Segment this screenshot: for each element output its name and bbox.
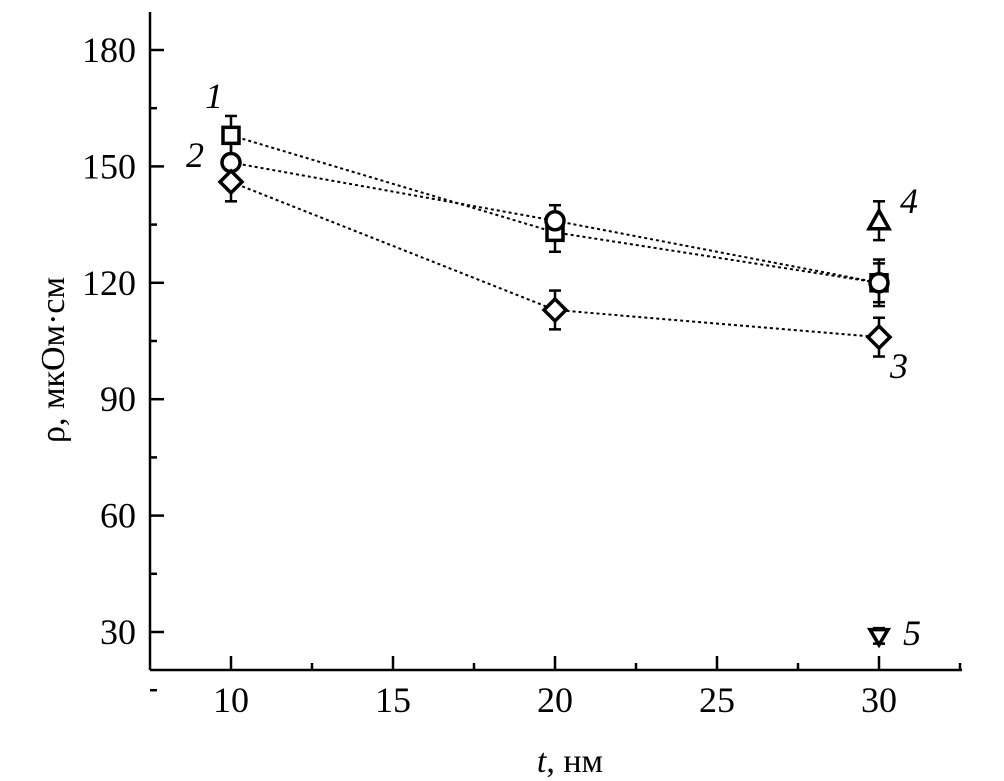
error-bars <box>225 114 885 645</box>
curve-label-5: 5 <box>903 613 921 653</box>
x-tick-label: 30 <box>861 680 897 720</box>
curve-label-3: 3 <box>889 346 908 386</box>
curve-label-4: 4 <box>900 181 918 221</box>
y-tick-label: 90 <box>100 379 136 419</box>
marker-triangle-up <box>866 207 892 231</box>
marker-diamond <box>541 296 569 324</box>
marker-diamond <box>217 168 245 196</box>
marker-circle <box>544 209 566 232</box>
curve-label-1: 1 <box>205 76 223 116</box>
curve-label-2: 2 <box>186 135 204 175</box>
y-tick-label: 150 <box>82 146 136 186</box>
curve-labels: 12 3 4 5 <box>186 76 921 653</box>
y-tick-label: 120 <box>82 263 136 303</box>
x-tick-label: 25 <box>699 680 735 720</box>
y-axis-label: ρ, мкОм·см <box>35 277 72 443</box>
marker-diamond <box>865 323 893 351</box>
markers <box>217 125 893 649</box>
x-tick-label: 15 <box>375 680 411 720</box>
series-line-2 <box>230 161 880 284</box>
x-axis-label: t, нм <box>537 743 603 780</box>
marker-circle <box>868 272 890 294</box>
marker-square <box>221 125 241 146</box>
y-tick-label: 60 <box>100 496 136 536</box>
y-tick-label: 30 <box>100 612 136 652</box>
x-tick-label: 10 <box>213 680 249 720</box>
y-tick-label: 180 <box>82 30 136 70</box>
marker-triangle-down <box>866 627 892 649</box>
x-tick-label: 20 <box>537 680 573 720</box>
